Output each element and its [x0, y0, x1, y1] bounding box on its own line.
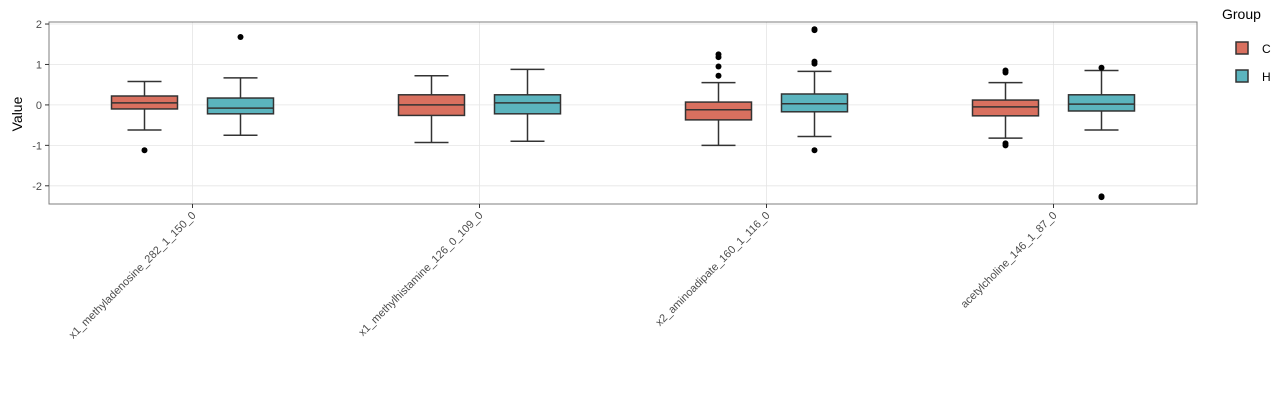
box-H-1	[493, 68, 562, 143]
legend-item-C[interactable]: C	[1235, 41, 1271, 56]
outlier-point	[237, 33, 244, 40]
iqr-box	[971, 99, 1040, 117]
box-C-2	[684, 51, 753, 147]
legend-label-C: C	[1262, 42, 1271, 56]
iqr-box	[493, 94, 562, 115]
y-axis-title: Value	[9, 96, 25, 131]
panel-border	[48, 21, 1198, 205]
outlier-point	[1098, 64, 1105, 71]
outlier-point	[811, 147, 818, 154]
iqr-box	[780, 93, 849, 113]
legend-key-H	[1235, 69, 1249, 83]
outlier-point	[715, 51, 722, 58]
outlier-point	[141, 147, 148, 154]
outlier-point	[715, 63, 722, 70]
axis-layer: -2 -1 0 1 2 x1_methyladenosine_282_1_150_0 x1_…	[32, 19, 1059, 341]
x-tick-label: x2_aminoadipate_160_1_116_0	[654, 210, 773, 329]
outlier-point	[715, 72, 722, 79]
legend-label-H: H	[1262, 70, 1271, 84]
x-tick-label: acetylcholine_146_1_87_0	[959, 210, 1060, 311]
box-C-1	[397, 75, 466, 144]
legend[interactable]: Group CH	[1222, 6, 1271, 84]
outlier-point	[811, 26, 818, 33]
outlier-point	[1002, 67, 1009, 74]
box-H-2	[780, 26, 849, 154]
outlier-point	[1002, 142, 1009, 149]
box-layer	[110, 26, 1136, 201]
legend-title: Group	[1222, 6, 1261, 22]
legend-item-H[interactable]: H	[1235, 69, 1271, 84]
box-C-3	[971, 67, 1040, 149]
outlier-point	[811, 58, 818, 65]
iqr-box	[684, 101, 753, 121]
outlier-point	[1098, 194, 1105, 201]
x-tick-label: x1_methyladenosine_282_1_150_0	[67, 210, 199, 342]
box-C-0	[110, 80, 179, 154]
box-H-3	[1067, 64, 1136, 201]
y-tick-label: 0	[36, 100, 42, 112]
y-tick-label: 2	[36, 19, 42, 31]
y-tick-label: -2	[32, 181, 42, 193]
box-H-0	[206, 33, 275, 136]
iqr-box	[206, 97, 275, 115]
plot-panel	[48, 21, 1198, 205]
legend-key-C	[1235, 41, 1249, 55]
iqr-box	[1067, 94, 1136, 112]
x-tick-label: x1_methylhistamine_126_0_109_0	[356, 210, 485, 339]
y-tick-label: -1	[32, 140, 42, 152]
y-tick-label: 1	[36, 59, 42, 71]
